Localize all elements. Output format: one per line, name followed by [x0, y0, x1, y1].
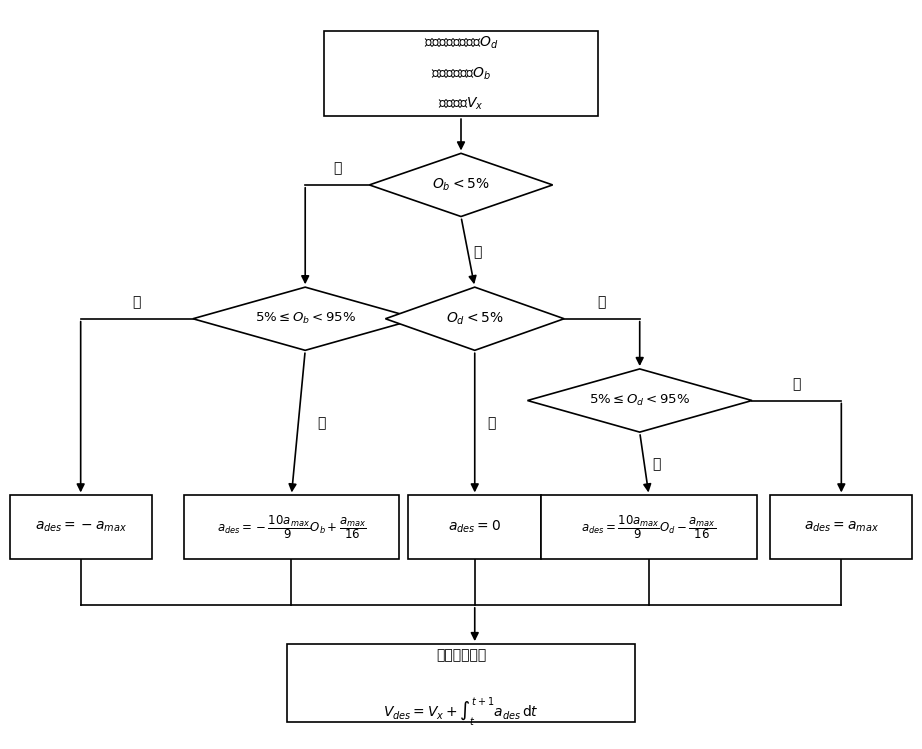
Text: $O_b < 5\%$: $O_b < 5\%$ [432, 177, 490, 193]
Text: 当前车速$V_x$: 当前车速$V_x$ [438, 96, 484, 112]
Text: $O_d < 5\%$: $O_d < 5\%$ [446, 311, 503, 327]
Text: 否: 否 [793, 377, 801, 391]
Polygon shape [370, 154, 552, 216]
Text: 制动踩板开度$O_b$: 制动踩板开度$O_b$ [431, 65, 491, 82]
FancyBboxPatch shape [183, 495, 399, 559]
Text: 读取加速踩板开度$O_d$: 读取加速踩板开度$O_d$ [423, 34, 499, 51]
Polygon shape [527, 369, 752, 432]
Text: 否: 否 [333, 162, 341, 175]
Text: 是: 是 [652, 457, 660, 470]
Text: 否: 否 [133, 295, 141, 309]
FancyBboxPatch shape [770, 495, 913, 559]
Text: $5\%\leq O_d<95\%$: $5\%\leq O_d<95\%$ [589, 393, 691, 408]
FancyBboxPatch shape [408, 495, 541, 559]
Text: 计算期望车速: 计算期望车速 [436, 648, 486, 662]
Text: $a_{des}=-a_{max}$: $a_{des}=-a_{max}$ [35, 520, 126, 534]
Text: 否: 否 [597, 295, 606, 309]
Polygon shape [385, 287, 564, 351]
Text: 是: 是 [487, 416, 495, 430]
FancyBboxPatch shape [541, 495, 757, 559]
FancyBboxPatch shape [287, 644, 635, 722]
Text: $a_{des}=-\dfrac{10a_{max}}{9}O_b+\dfrac{a_{max}}{16}$: $a_{des}=-\dfrac{10a_{max}}{9}O_b+\dfrac… [217, 513, 366, 541]
FancyBboxPatch shape [324, 31, 598, 116]
Text: 是: 是 [473, 245, 481, 259]
Text: $V_{des}=V_x+\int_t^{t+1}a_{des}\,\mathrm{d}t$: $V_{des}=V_x+\int_t^{t+1}a_{des}\,\mathr… [384, 694, 538, 727]
Text: 是: 是 [317, 416, 325, 430]
Text: $a_{des}=a_{max}$: $a_{des}=a_{max}$ [804, 520, 879, 534]
Text: $a_{des}=0$: $a_{des}=0$ [448, 519, 502, 535]
Text: $a_{des}=\dfrac{10a_{max}}{9}O_d-\dfrac{a_{max}}{16}$: $a_{des}=\dfrac{10a_{max}}{9}O_d-\dfrac{… [581, 513, 716, 541]
Text: $5\%\leq O_b<95\%$: $5\%\leq O_b<95\%$ [254, 311, 356, 327]
FancyBboxPatch shape [9, 495, 152, 559]
Polygon shape [193, 287, 418, 351]
